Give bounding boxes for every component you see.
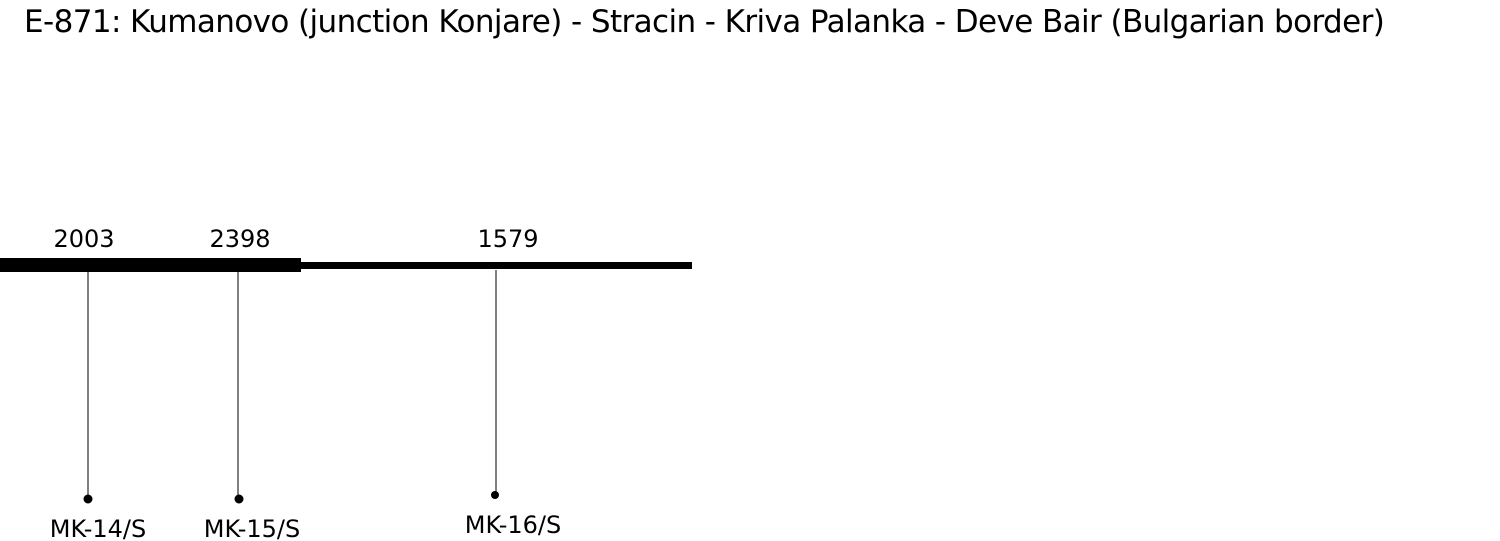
traffic-count-label: 2398 [209,225,270,253]
counting-station: 2398 MK-15/S [204,225,300,541]
traffic-count-label: 2003 [53,225,114,253]
station-id-label: MK-14/S [50,515,146,541]
traffic-count-label: 1579 [477,225,538,253]
diagram-title: E-871: Kumanovo (junction Konjare) - Str… [24,4,1385,40]
station-id-label: MK-16/S [465,511,561,539]
road-segment-thin [300,262,692,269]
station-dot [234,494,244,504]
road-segment-thick [0,258,301,272]
station-dot [491,491,499,499]
counting-station: 2003 MK-14/S [50,225,146,541]
counting-station: 1579 MK-16/S [465,225,561,539]
station-dot [83,494,93,504]
station-id-label: MK-15/S [204,515,300,541]
